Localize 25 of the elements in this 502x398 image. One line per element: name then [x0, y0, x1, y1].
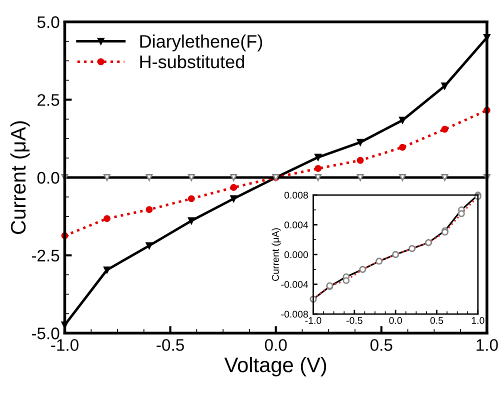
y-tick-label: 0.000 — [284, 251, 308, 258]
x-axis-title: Voltage (V) — [224, 356, 326, 376]
y-tick-label: 0.004 — [284, 222, 308, 228]
y-tick-label: 0.008 — [284, 192, 308, 199]
x-tick-label: 0.0 — [389, 317, 402, 324]
x-tick-label: -1.0 — [305, 317, 322, 324]
y-axis-title: Current (μA) — [10, 121, 30, 234]
x-tick-label: 1.0 — [476, 339, 498, 351]
y-tick-label: -5.0 — [32, 328, 60, 340]
x-tick-label: 0.5 — [370, 339, 392, 351]
y-tick-label: 2.5 — [38, 94, 60, 106]
x-tick-label: -0.5 — [346, 317, 362, 324]
y-tick-label: 0.0 — [37, 172, 60, 184]
x-tick-label: -0.5 — [156, 339, 184, 351]
y-tick-label: -2.5 — [32, 250, 60, 262]
legend-label: H-substituted — [140, 54, 244, 68]
x-tick-label: -1.0 — [51, 339, 78, 351]
y-axis-title: Current (μA) — [272, 228, 281, 281]
y-tick-label: -0.008 — [281, 310, 308, 318]
x-tick-label: 0.0 — [264, 339, 287, 351]
y-tick-label: 5.0 — [37, 16, 60, 28]
x-tick-label: 1.0 — [472, 317, 484, 324]
y-tick-label: -0.004 — [281, 281, 308, 288]
legend-label: Diarylethene(F) — [140, 34, 262, 52]
x-tick-label: 0.5 — [430, 317, 444, 324]
